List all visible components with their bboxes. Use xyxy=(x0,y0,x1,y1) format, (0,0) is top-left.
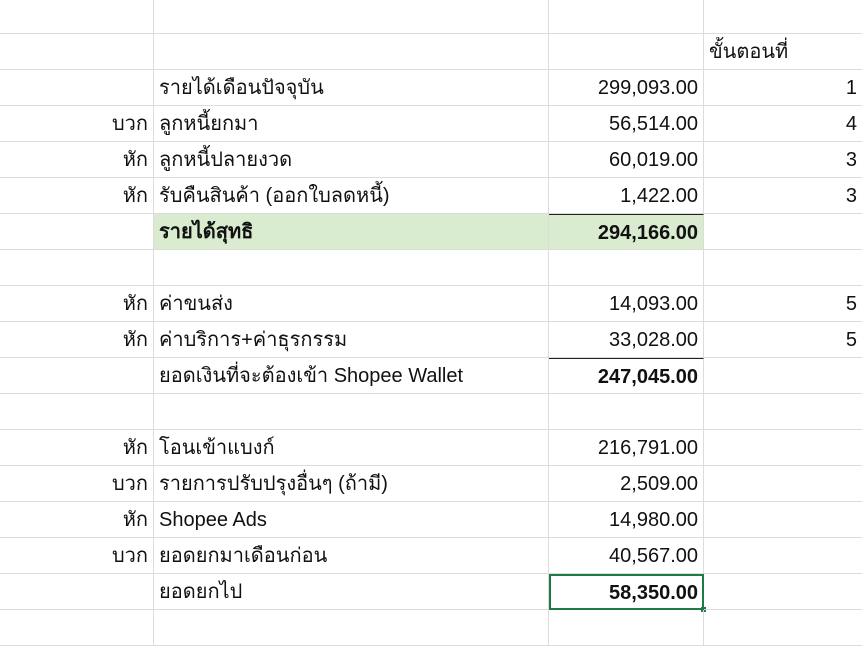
sign-cell[interactable]: บวก xyxy=(0,466,154,502)
table-row: หัก ลูกหนี้ปลายงวด 60,019.00 3 xyxy=(0,142,862,178)
sign-cell[interactable]: หัก xyxy=(0,178,154,214)
label-cell[interactable]: ลูกหนี้ปลายงวด xyxy=(154,142,549,178)
label-cell[interactable]: ยอดยกมาเดือนก่อน xyxy=(154,538,549,574)
table-row: หัก รับคืนสินค้า (ออกใบลดหนี้) 1,422.00 3 xyxy=(0,178,862,214)
amount-cell[interactable] xyxy=(549,34,704,70)
step-cell[interactable] xyxy=(704,358,862,394)
table-row xyxy=(0,394,862,430)
step-cell[interactable] xyxy=(704,394,862,430)
table-row xyxy=(0,250,862,286)
sign-cell[interactable] xyxy=(0,214,154,250)
sign-cell[interactable]: หัก xyxy=(0,142,154,178)
table-row: รายได้สุทธิ 294,166.00 xyxy=(0,214,862,250)
table-row xyxy=(0,0,862,34)
amount-cell[interactable]: 33,028.00 xyxy=(549,322,704,358)
sign-cell[interactable]: หัก xyxy=(0,430,154,466)
sign-cell[interactable] xyxy=(0,34,154,70)
table-row: หัก ค่าบริการ+ค่าธุรกรรม 33,028.00 5 xyxy=(0,322,862,358)
label-cell[interactable]: ลูกหนี้ยกมา xyxy=(154,106,549,142)
step-cell[interactable] xyxy=(704,250,862,286)
amount-cell[interactable]: 40,567.00 xyxy=(549,538,704,574)
label-cell[interactable]: Shopee Ads xyxy=(154,502,549,538)
sign-cell[interactable]: บวก xyxy=(0,106,154,142)
label-cell[interactable] xyxy=(154,394,549,430)
amount-cell[interactable]: 247,045.00 xyxy=(549,358,704,394)
label-cell[interactable]: ยอดเงินที่จะต้องเข้า Shopee Wallet xyxy=(154,358,549,394)
table-row: รายได้เดือนปัจจุบัน 299,093.00 1 xyxy=(0,70,862,106)
sign-cell[interactable]: หัก xyxy=(0,286,154,322)
table-row: บวก รายการปรับปรุงอื่นๆ (ถ้ามี) 2,509.00 xyxy=(0,466,862,502)
amount-cell[interactable]: 294,166.00 xyxy=(549,214,704,250)
sign-cell[interactable]: หัก xyxy=(0,322,154,358)
sign-cell[interactable]: หัก xyxy=(0,502,154,538)
amount-cell[interactable] xyxy=(549,610,704,646)
sign-cell[interactable] xyxy=(0,358,154,394)
step-cell[interactable] xyxy=(704,430,862,466)
sign-cell[interactable] xyxy=(0,394,154,430)
step-cell[interactable] xyxy=(704,0,862,34)
fill-handle[interactable] xyxy=(701,607,706,612)
table-row xyxy=(0,610,862,646)
step-cell[interactable] xyxy=(704,214,862,250)
amount-cell[interactable] xyxy=(549,0,704,34)
step-cell[interactable] xyxy=(704,538,862,574)
table-row: ยอดยกไป 58,350.00 xyxy=(0,574,862,612)
sign-cell[interactable] xyxy=(0,0,154,34)
label-cell[interactable] xyxy=(154,250,549,286)
amount-cell[interactable]: 60,019.00 xyxy=(549,142,704,178)
table-row: หัก Shopee Ads 14,980.00 xyxy=(0,502,862,538)
amount-cell[interactable]: 14,980.00 xyxy=(549,502,704,538)
table-row: หัก ค่าขนส่ง 14,093.00 5 xyxy=(0,286,862,322)
label-cell[interactable]: โอนเข้าแบงก์ xyxy=(154,430,549,466)
table-row: ยอดเงินที่จะต้องเข้า Shopee Wallet 247,04… xyxy=(0,358,862,394)
step-cell[interactable]: 1 xyxy=(704,70,862,106)
amount-cell[interactable]: 58,350.00 xyxy=(549,574,706,612)
label-cell[interactable]: รับคืนสินค้า (ออกใบลดหนี้) xyxy=(154,178,549,214)
amount-cell[interactable] xyxy=(549,250,704,286)
amount-cell[interactable]: 216,791.00 xyxy=(549,430,704,466)
step-cell[interactable]: 3 xyxy=(704,142,862,178)
table-row: บวก ยอดยกมาเดือนก่อน 40,567.00 xyxy=(0,538,862,574)
amount-cell[interactable]: 2,509.00 xyxy=(549,466,704,502)
label-cell[interactable] xyxy=(154,0,549,34)
amount-cell[interactable] xyxy=(549,394,704,430)
sign-cell[interactable] xyxy=(0,574,154,610)
label-cell[interactable]: รายการปรับปรุงอื่นๆ (ถ้ามี) xyxy=(154,466,549,502)
table-row: ขั้นตอนที่ xyxy=(0,34,862,70)
sign-cell[interactable] xyxy=(0,70,154,106)
step-cell[interactable] xyxy=(704,502,862,538)
sign-cell[interactable]: บวก xyxy=(0,538,154,574)
amount-cell[interactable]: 56,514.00 xyxy=(549,106,704,142)
label-cell[interactable] xyxy=(154,610,549,646)
table-row: บวก ลูกหนี้ยกมา 56,514.00 4 xyxy=(0,106,862,142)
amount-cell[interactable]: 14,093.00 xyxy=(549,286,704,322)
step-cell[interactable]: 3 xyxy=(704,178,862,214)
table-row: หัก โอนเข้าแบงก์ 216,791.00 xyxy=(0,430,862,466)
amount-cell[interactable]: 299,093.00 xyxy=(549,70,704,106)
step-cell[interactable] xyxy=(704,574,862,610)
label-cell[interactable]: ยอดยกไป xyxy=(154,574,549,610)
sign-cell[interactable] xyxy=(0,250,154,286)
step-cell[interactable]: 5 xyxy=(704,286,862,322)
amount-cell[interactable]: 1,422.00 xyxy=(549,178,704,214)
label-cell[interactable]: ค่าบริการ+ค่าธุรกรรม xyxy=(154,322,549,358)
label-cell[interactable]: รายได้สุทธิ xyxy=(154,214,549,250)
label-cell[interactable]: รายได้เดือนปัจจุบัน xyxy=(154,70,549,106)
step-cell[interactable]: 4 xyxy=(704,106,862,142)
step-cell[interactable] xyxy=(704,610,862,646)
label-cell[interactable]: ค่าขนส่ง xyxy=(154,286,549,322)
step-cell[interactable]: 5 xyxy=(704,322,862,358)
label-cell[interactable] xyxy=(154,34,549,70)
step-cell[interactable] xyxy=(704,466,862,502)
step-cell[interactable]: ขั้นตอนที่ xyxy=(704,34,862,70)
sign-cell[interactable] xyxy=(0,610,154,646)
